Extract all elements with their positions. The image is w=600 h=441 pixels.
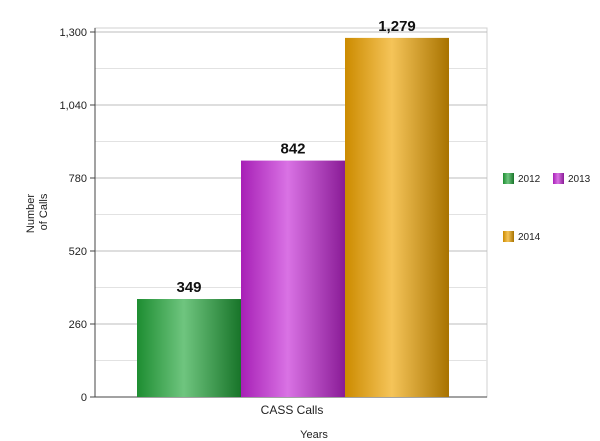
legend: 2012 2013 2014 bbox=[503, 173, 591, 243]
y-axis-title-line-1: Number bbox=[25, 194, 37, 233]
bar-2012 bbox=[137, 299, 241, 397]
y-tick-label: 1,300 bbox=[59, 27, 87, 39]
y-axis-title-line-2: of Calls bbox=[38, 193, 50, 230]
legend-label-2012: 2012 bbox=[518, 174, 541, 185]
data-label-2012: 349 bbox=[176, 279, 201, 296]
x-axis-title: Years bbox=[300, 429, 328, 441]
bar-2014 bbox=[345, 37, 449, 398]
y-tick-label: 0 bbox=[81, 392, 87, 404]
legend-label-2013: 2013 bbox=[568, 174, 591, 185]
y-tick-label: 260 bbox=[69, 319, 87, 331]
legend-label-2014: 2014 bbox=[518, 232, 541, 243]
bar-2013 bbox=[241, 160, 345, 397]
y-tick-label: 780 bbox=[69, 173, 87, 185]
y-axis-title: Number of Calls bbox=[25, 191, 50, 233]
bars bbox=[137, 37, 449, 398]
data-labels: 349 842 1,279 bbox=[176, 18, 415, 296]
y-tick-label: 1,040 bbox=[59, 100, 87, 112]
y-tick-label: 520 bbox=[69, 246, 87, 258]
data-label-2013: 842 bbox=[280, 141, 305, 158]
legend-swatch-2012 bbox=[503, 173, 514, 184]
x-category-label: CASS Calls bbox=[261, 403, 324, 417]
legend-swatch-2014 bbox=[503, 231, 514, 242]
data-label-2014: 1,279 bbox=[378, 18, 416, 35]
legend-swatch-2013 bbox=[553, 173, 564, 184]
